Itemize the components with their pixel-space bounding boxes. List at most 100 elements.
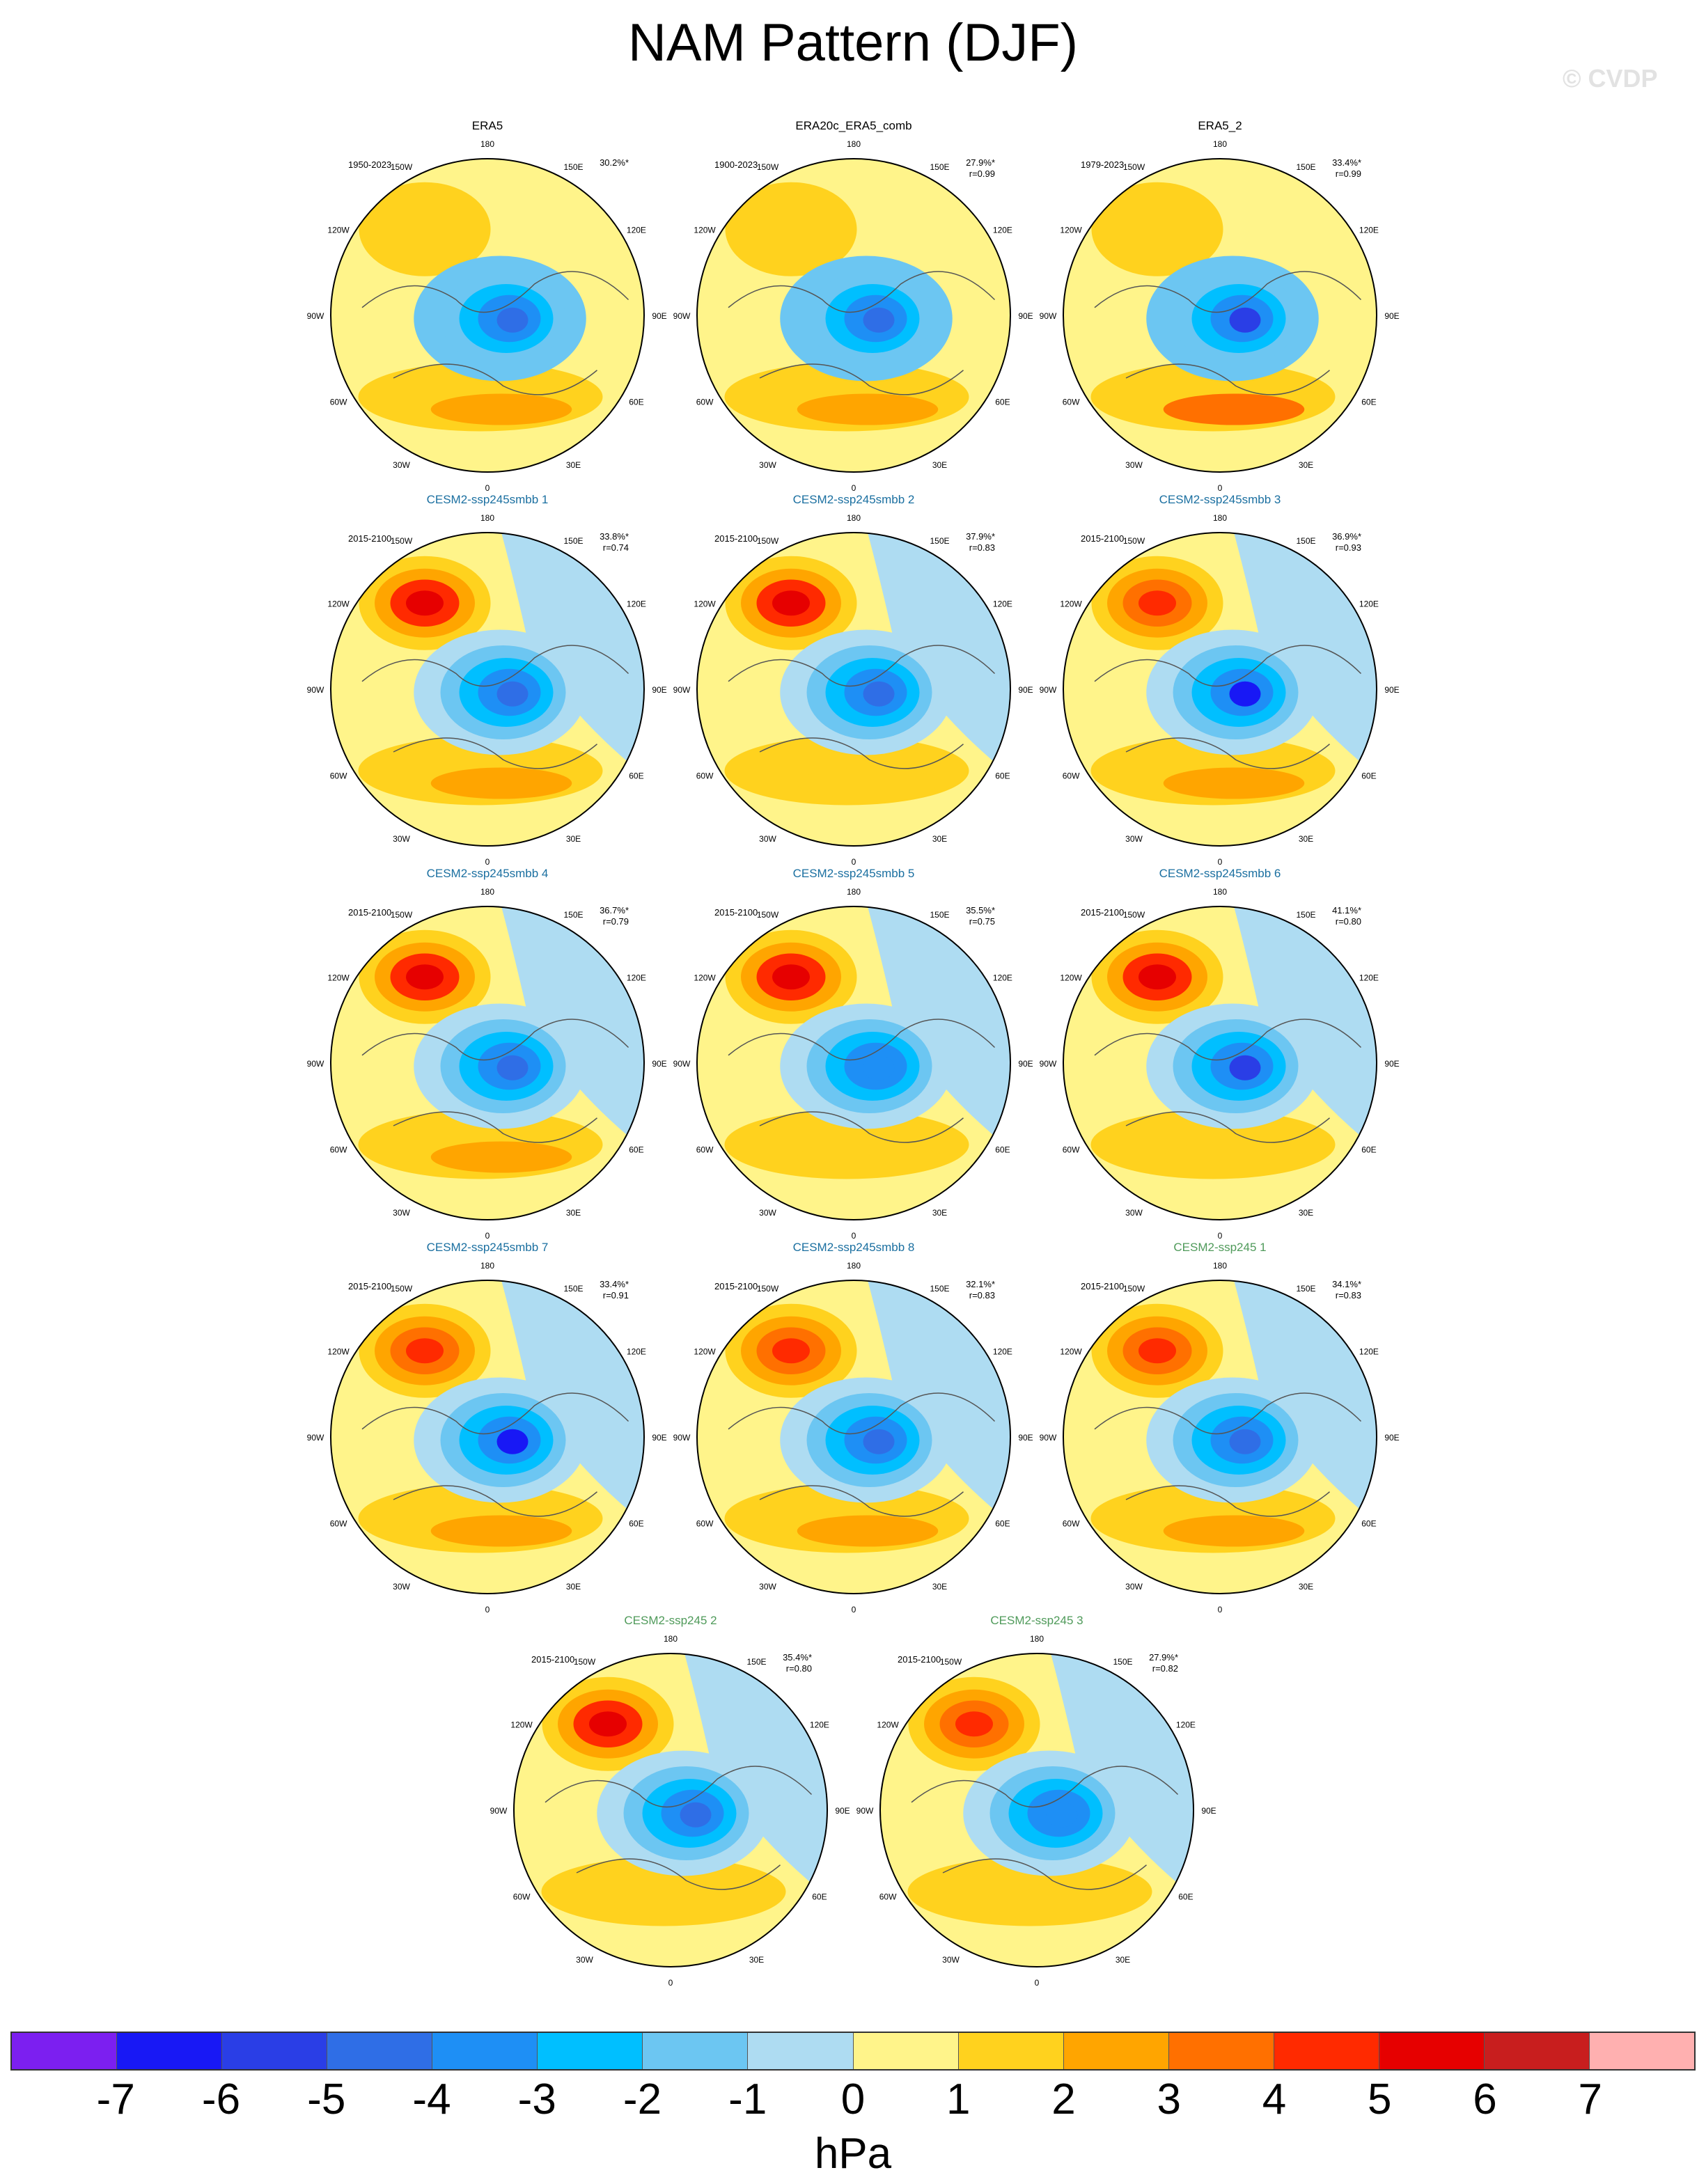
longitude-label: 30W — [759, 1208, 776, 1218]
colorbar-tick-label: 3 — [1157, 2075, 1181, 2123]
longitude-label: 0 — [1218, 857, 1223, 867]
longitude-label: 90E — [835, 1806, 850, 1816]
longitude-label: 180 — [1213, 887, 1227, 897]
map-field — [697, 1280, 1010, 1594]
longitude-label: 90W — [673, 685, 691, 695]
longitude-label: 0 — [852, 1231, 856, 1241]
field-atlantic-core — [1163, 1141, 1305, 1173]
longitude-label: 90W — [673, 1433, 691, 1443]
longitude-label: 90E — [1201, 1806, 1216, 1816]
panel-pattern-correlation: r=0.75 — [969, 916, 995, 927]
longitude-label: 150E — [563, 536, 583, 546]
colorbar-tick-label: -6 — [201, 2075, 241, 2123]
map-field — [514, 1653, 827, 1967]
field-arctic-low-core — [863, 1429, 895, 1454]
longitude-label: 90E — [1384, 1433, 1399, 1443]
map-field — [331, 906, 644, 1220]
longitude-label: 90E — [1018, 311, 1033, 321]
watermark: © CVDP — [1563, 64, 1658, 93]
map-panel: ERA20c_ERA5_comb 1900-2023 27.9%*r=0.99 180… — [673, 119, 1033, 493]
longitude-label: 120W — [694, 226, 716, 235]
panel-period: 2015-2100 — [531, 1654, 574, 1665]
field-region-negative — [501, 906, 644, 1149]
figure-title: NAM Pattern (DJF) — [627, 13, 1079, 72]
panel-pattern-correlation: r=0.83 — [969, 1290, 995, 1301]
longitude-label: 30W — [1125, 460, 1143, 470]
map-field — [331, 1280, 644, 1594]
longitude-label: 150W — [757, 1284, 779, 1294]
map-field — [697, 906, 1010, 1220]
panel-percent-variance: 33.4%* — [1332, 157, 1361, 168]
colorbar-swatch — [1168, 2033, 1274, 2069]
longitude-label: 30E — [566, 460, 581, 470]
longitude-label: 0 — [852, 857, 856, 867]
longitude-label: 120E — [627, 1347, 646, 1357]
panel-percent-variance: 33.4%* — [600, 1279, 629, 1289]
longitude-label: 90E — [1018, 1059, 1033, 1069]
panel-period: 2015-2100 — [714, 533, 758, 544]
colorbar-unit: hPa — [814, 2130, 892, 2178]
longitude-label: 120E — [993, 1347, 1012, 1357]
colorbar-swatch — [853, 2033, 959, 2069]
longitude-label: 120W — [877, 1720, 899, 1730]
map-boundary — [330, 158, 645, 473]
longitude-label: 90E — [1384, 685, 1399, 695]
map-panel: CESM2-ssp245smbb 6 2015-2100 41.1%*r=0.80 1… — [1040, 867, 1400, 1241]
colorbar-swatch — [432, 2033, 538, 2069]
longitude-label: 150E — [1296, 162, 1315, 172]
field-atlantic-core — [1163, 1515, 1305, 1547]
field-atlantic-core — [980, 1888, 1122, 1920]
field-region-negative — [1051, 1653, 1194, 1896]
longitude-label: 60W — [1063, 771, 1080, 781]
field-pacific-core — [772, 1338, 810, 1364]
panel-title: CESM2-ssp245smbb 2 — [793, 493, 915, 506]
coastline — [1125, 1111, 1330, 1143]
field-arctic-low-core — [496, 307, 529, 333]
panel-pattern-correlation: r=0.83 — [969, 542, 995, 553]
longitude-label: 90W — [307, 1433, 324, 1443]
field-arctic-low-core — [496, 1055, 529, 1081]
longitude-label: 90W — [1040, 685, 1057, 695]
panel-period: 2015-2100 — [898, 1654, 941, 1665]
longitude-label: 30E — [749, 1955, 764, 1965]
map-boundary — [696, 1280, 1011, 1594]
longitude-label: 90W — [1040, 311, 1057, 321]
longitude-label: 90W — [673, 1059, 691, 1069]
longitude-label: 30E — [932, 1208, 947, 1218]
colorbar-swatch — [327, 2033, 433, 2069]
longitude-label: 150E — [1296, 910, 1315, 920]
field-arctic-low-core — [1229, 1429, 1261, 1454]
map-boundary — [513, 1653, 828, 1967]
longitude-label: 150E — [1296, 1284, 1315, 1294]
longitude-label: 150W — [1123, 1284, 1145, 1294]
map-panel: CESM2-ssp245smbb 8 2015-2100 32.1%*r=0.83 1… — [673, 1241, 1033, 1615]
panel-period: 2015-2100 — [1081, 533, 1124, 544]
field-arctic-low-core — [863, 307, 895, 333]
longitude-label: 0 — [485, 1605, 490, 1615]
field-atlantic-core — [1163, 393, 1305, 425]
longitude-label: 90E — [652, 311, 666, 321]
longitude-label: 150W — [391, 536, 413, 546]
longitude-label: 30W — [942, 1955, 960, 1965]
panel-pattern-correlation: r=0.80 — [786, 1663, 812, 1674]
longitude-label: 30E — [1299, 460, 1313, 470]
longitude-label: 60E — [995, 1145, 1010, 1155]
longitude-label: 60E — [1361, 1519, 1376, 1529]
panel-percent-variance: 27.9%* — [1149, 1652, 1178, 1663]
map-field — [1063, 533, 1377, 846]
longitude-label: 60W — [513, 1892, 531, 1902]
longitude-label: 60W — [696, 771, 714, 781]
longitude-label: 120W — [327, 1347, 350, 1357]
panel-period: 2015-2100 — [348, 533, 391, 544]
panel-percent-variance: 30.2%* — [600, 157, 629, 168]
longitude-label: 150W — [940, 1657, 962, 1667]
field-arctic-low-core — [1229, 307, 1261, 333]
panel-pattern-correlation: r=0.91 — [603, 1290, 629, 1301]
longitude-label: 30W — [759, 1582, 776, 1592]
map-field — [331, 159, 644, 472]
field-region-negative — [1234, 1280, 1377, 1523]
longitude-label: 30E — [1299, 1208, 1313, 1218]
field-pacific-core — [406, 1338, 444, 1364]
map-boundary — [1063, 1280, 1377, 1594]
